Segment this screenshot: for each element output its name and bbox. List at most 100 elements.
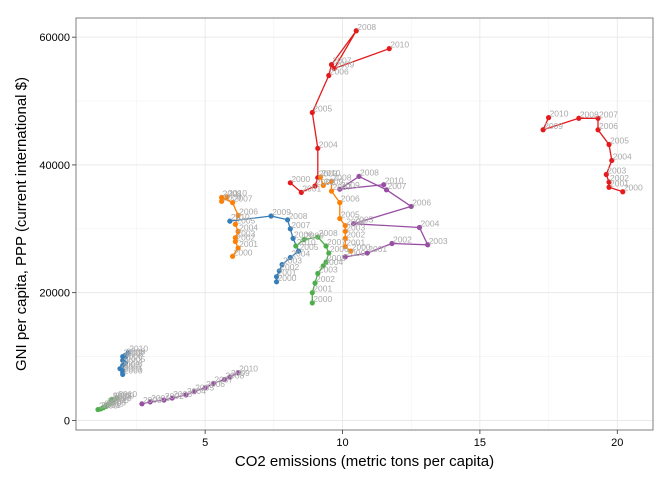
data-point bbox=[191, 389, 197, 395]
year-label: 2010 bbox=[231, 212, 250, 222]
data-point bbox=[364, 250, 370, 256]
y-tick-label: 0 bbox=[64, 415, 70, 427]
year-label: 2003 bbox=[319, 169, 338, 179]
year-label: 2006 bbox=[330, 66, 349, 76]
year-label: 2007 bbox=[113, 392, 132, 402]
year-label: 2008 bbox=[126, 346, 145, 356]
data-point bbox=[348, 248, 354, 254]
data-point bbox=[235, 212, 241, 218]
year-label: 2002 bbox=[124, 362, 143, 372]
year-label: 2003 bbox=[319, 265, 338, 275]
data-point bbox=[328, 178, 335, 185]
year-label: 2006 bbox=[412, 197, 431, 207]
year-label: 2000 bbox=[313, 294, 332, 304]
data-point bbox=[290, 235, 296, 241]
year-label: 2003 bbox=[236, 229, 255, 239]
y-axis-title: GNI per capita, PPP (current internation… bbox=[13, 77, 30, 371]
year-label: 2002 bbox=[393, 234, 412, 244]
data-point bbox=[227, 374, 233, 380]
year-label: 2002 bbox=[316, 177, 335, 187]
data-point bbox=[323, 243, 329, 249]
data-point bbox=[326, 250, 332, 256]
y-tick-label: 20000 bbox=[39, 288, 70, 300]
data-point bbox=[328, 188, 335, 194]
year-label: 2009 bbox=[544, 121, 563, 131]
year-label: 2003 bbox=[607, 165, 626, 175]
data-point bbox=[386, 46, 392, 52]
data-point bbox=[381, 182, 387, 188]
year-label: 2002 bbox=[104, 399, 123, 409]
year-label: 2008 bbox=[319, 228, 338, 238]
year-label: 2006 bbox=[341, 194, 360, 204]
data-point bbox=[425, 242, 431, 248]
data-point bbox=[114, 395, 120, 401]
data-point bbox=[342, 228, 348, 234]
year-label: 2000 bbox=[291, 174, 310, 184]
data-point bbox=[331, 65, 337, 72]
year-label: 2009 bbox=[324, 176, 343, 186]
x-tick-label: 10 bbox=[336, 437, 348, 449]
data-point bbox=[408, 203, 414, 210]
data-point bbox=[287, 180, 293, 186]
year-label: 2004 bbox=[613, 151, 632, 161]
year-label: 2008 bbox=[357, 22, 376, 32]
data-point bbox=[309, 290, 315, 296]
year-label: 2009 bbox=[305, 231, 324, 241]
data-point bbox=[230, 253, 236, 259]
data-point bbox=[219, 198, 225, 204]
year-label: 2004 bbox=[239, 222, 258, 232]
data-point bbox=[540, 127, 546, 133]
year-label: 2004 bbox=[324, 257, 343, 267]
year-label: 2002 bbox=[165, 391, 184, 401]
data-point bbox=[317, 174, 324, 180]
year-label: 2002 bbox=[236, 233, 255, 243]
year-label: 2009 bbox=[124, 348, 143, 358]
year-label: 2000 bbox=[346, 248, 365, 258]
data-point bbox=[147, 399, 153, 405]
data-point bbox=[287, 254, 293, 261]
year-label: 2003 bbox=[173, 389, 192, 399]
data-point bbox=[326, 72, 332, 79]
data-point bbox=[350, 221, 357, 227]
data-point bbox=[595, 127, 601, 133]
year-label: 2004 bbox=[124, 356, 143, 366]
year-label: 2006 bbox=[599, 121, 618, 131]
year-label: 2004 bbox=[319, 139, 338, 149]
year-label: 2003 bbox=[107, 397, 126, 407]
series-layer bbox=[95, 28, 626, 413]
data-point bbox=[606, 179, 612, 185]
data-point bbox=[232, 238, 238, 245]
year-label: 2009 bbox=[341, 180, 360, 190]
x-tick-label: 20 bbox=[611, 437, 623, 449]
x-axis-title: CO2 emissions (metric tons per capita) bbox=[235, 453, 494, 470]
year-label: 2001 bbox=[313, 284, 332, 294]
year-label: 2007 bbox=[599, 109, 618, 119]
year-label: 2005 bbox=[327, 253, 346, 263]
year-label: 2005 bbox=[236, 215, 255, 225]
axis-ticks: 5 10 15 20 0 20000 40000 60000 bbox=[39, 32, 623, 449]
year-label: 2010 bbox=[129, 344, 148, 354]
data-point bbox=[312, 280, 318, 286]
series-9 bbox=[139, 369, 241, 407]
year-label: 2009 bbox=[115, 390, 134, 400]
year-label: 2009 bbox=[272, 207, 291, 217]
year-label: 2010 bbox=[390, 40, 409, 50]
data-point bbox=[273, 279, 280, 285]
data-point bbox=[295, 248, 302, 254]
series-5 bbox=[317, 174, 354, 254]
year-label: 2001 bbox=[239, 239, 258, 249]
x-tick-label: 5 bbox=[202, 437, 208, 449]
data-point bbox=[342, 235, 348, 241]
data-point bbox=[183, 392, 189, 398]
data-point bbox=[161, 397, 167, 403]
year-label: 2000 bbox=[99, 401, 118, 411]
data-point bbox=[328, 62, 335, 68]
data-point bbox=[309, 300, 315, 306]
data-point bbox=[323, 259, 329, 265]
year-label: 2008 bbox=[580, 109, 599, 119]
year-label: 2001 bbox=[368, 244, 387, 254]
data-point bbox=[232, 221, 238, 227]
year-label: 2003 bbox=[283, 256, 302, 266]
series-8 bbox=[117, 350, 131, 378]
data-point bbox=[315, 270, 321, 277]
